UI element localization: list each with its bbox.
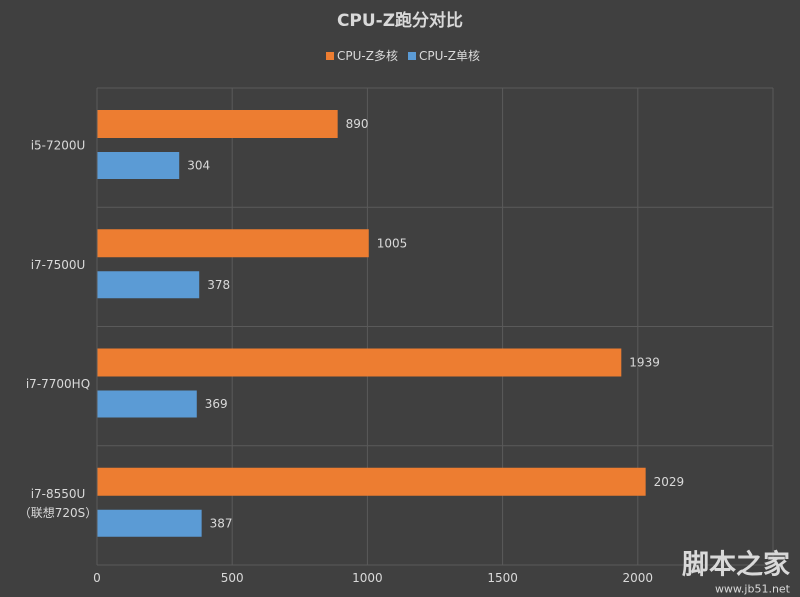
x-tick-label: 500	[221, 571, 244, 585]
data-label-singlecore: 304	[187, 159, 210, 173]
gridlines	[96, 87, 774, 566]
category-label-line: i5-7200U	[31, 139, 86, 153]
legend-label-multicore: CPU-Z多核	[337, 49, 398, 63]
bar-multicore	[97, 467, 646, 496]
category-label-line: i7-7700HQ	[26, 377, 90, 391]
watermark-title: 脚本之家	[682, 549, 790, 581]
data-label-multicore: 1939	[629, 356, 660, 370]
data-labels: 890 304 1005 378 1939 369 2029 387	[187, 117, 684, 530]
data-label-singlecore: 369	[205, 397, 228, 411]
legend-label-singlecore: CPU-Z单核	[419, 49, 480, 63]
value-axis-labels: 0 500 1000 1500 2000	[93, 571, 653, 585]
watermark: 脚本之家 www.jb51.net	[682, 549, 791, 596]
data-label-multicore: 1005	[377, 236, 408, 250]
bar-multicore	[97, 348, 622, 377]
category-axis-labels: i5-7200U i7-7500U i7-7700HQ i7-8550U （联想720S…	[19, 139, 98, 520]
bar-multicore	[97, 229, 369, 258]
data-label-multicore: 2029	[654, 475, 685, 489]
x-tick-label: 1000	[352, 571, 383, 585]
bar-singlecore	[97, 271, 200, 299]
watermark-site: www.jb51.net	[715, 583, 791, 596]
bar-singlecore	[97, 509, 202, 537]
category-label: i7-7700HQ	[26, 377, 90, 391]
category-label-line: （联想720S）	[19, 505, 98, 520]
bars	[97, 110, 646, 537]
x-tick-label: 0	[93, 571, 101, 585]
legend-swatch-singlecore	[408, 52, 416, 60]
category-label-line: i7-7500U	[31, 258, 86, 272]
x-tick-label: 2000	[623, 571, 654, 585]
chart-title: CPU-Z跑分对比	[337, 10, 463, 31]
legend-swatch-multicore	[326, 52, 334, 60]
bar-singlecore	[97, 390, 197, 418]
data-label-singlecore: 378	[207, 278, 230, 292]
legend: CPU-Z多核 CPU-Z单核	[326, 49, 480, 63]
bar-singlecore	[97, 152, 180, 179]
category-label: i5-7200U	[31, 139, 86, 153]
data-label-multicore: 890	[346, 117, 369, 131]
category-label: i7-8550U （联想720S）	[19, 487, 98, 520]
bar-multicore	[97, 110, 338, 138]
category-label: i7-7500U	[31, 258, 86, 272]
data-label-singlecore: 387	[210, 516, 233, 530]
category-label-line: i7-8550U	[31, 487, 86, 501]
x-tick-label: 1500	[487, 571, 518, 585]
